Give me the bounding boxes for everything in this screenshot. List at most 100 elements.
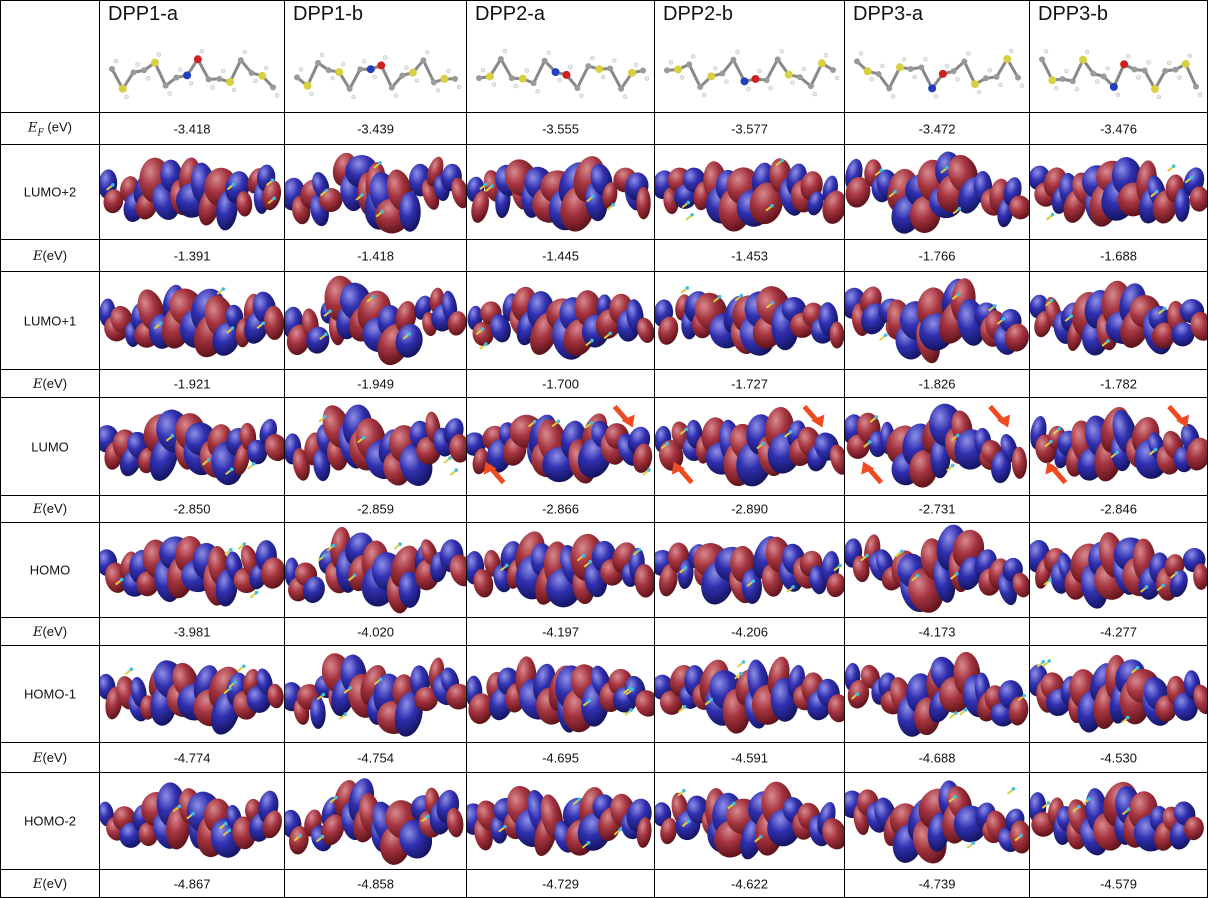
hydrogen (135, 62, 139, 66)
energy-value: -1.700 (467, 376, 654, 391)
atom (664, 67, 670, 73)
table-cell (655, 773, 845, 870)
hydrogen (275, 93, 279, 97)
column-header: DPP2-a (475, 3, 545, 26)
energy-value: -1.391 (100, 248, 284, 263)
table-cell: -1.700 (467, 370, 655, 398)
orbital-image (100, 773, 285, 870)
hydrogen (758, 69, 762, 73)
atom-stub (503, 825, 507, 829)
hydrogen (966, 51, 970, 55)
hydrogen (425, 50, 429, 54)
atom (377, 61, 385, 69)
atom (908, 66, 914, 72)
table-cell: HOMO-2 (0, 773, 100, 870)
unit: (eV) (42, 624, 67, 639)
atom (674, 65, 682, 73)
atom (130, 69, 136, 75)
atom (141, 67, 147, 73)
table-cell: -4.739 (845, 870, 1030, 898)
hydrogen (503, 49, 507, 53)
hydrogen (1198, 93, 1202, 97)
bond (479, 59, 643, 89)
energy-value: -4.173 (845, 624, 1029, 639)
table-cell: HOMO-1 (0, 646, 100, 743)
atom-stub (588, 699, 592, 703)
hydrogen (1054, 86, 1058, 90)
table-cell (467, 773, 655, 870)
table-cell: -3.476 (1030, 113, 1208, 145)
atom-stub (993, 304, 997, 308)
hydrogen (1167, 61, 1171, 65)
bond-stub (394, 545, 399, 549)
atom (1048, 76, 1056, 84)
energy-value: -1.453 (655, 248, 844, 263)
table-cell (655, 646, 845, 743)
atom (119, 85, 127, 93)
atom-stub (638, 548, 642, 552)
energy-value: -4.197 (467, 624, 654, 639)
atom (928, 84, 936, 92)
atom-stub (227, 829, 231, 833)
orbital-image (285, 272, 467, 370)
table-cell: -2.846 (1030, 496, 1208, 523)
table-cell: -1.453 (655, 240, 845, 272)
hydrogen (157, 53, 161, 57)
energy-value: -1.766 (845, 248, 1029, 263)
atom (409, 69, 417, 77)
atom-stub (1154, 448, 1158, 452)
atom-stub (261, 321, 265, 325)
atom-stub (1172, 164, 1176, 168)
atom (983, 75, 989, 81)
hydrogen (713, 66, 717, 70)
hydrogen (645, 77, 649, 81)
atom (270, 84, 276, 90)
energy-value: -1.727 (655, 376, 844, 391)
atom-stub (557, 419, 561, 423)
orbital-image (1030, 145, 1208, 240)
hydrogen (415, 79, 419, 83)
row-label: E(eV) (1, 750, 99, 766)
atom-stub (230, 467, 234, 471)
orbital-image (845, 773, 1030, 870)
hydrogen (923, 57, 927, 61)
molecule (100, 39, 285, 109)
energy-value: -4.754 (285, 750, 466, 765)
atom-stub (231, 326, 235, 330)
atom (315, 60, 321, 66)
orbital-image (467, 773, 655, 870)
row-label: E(eV) (1, 248, 99, 264)
atom (476, 75, 482, 81)
unit: (eV) (42, 501, 67, 516)
atom-stub (761, 442, 765, 446)
orbital-image (467, 646, 655, 743)
energy-value: -3.439 (285, 121, 466, 136)
atom (719, 71, 725, 77)
table-cell: -4.622 (655, 870, 845, 898)
orbital-image (845, 523, 1030, 618)
atom (509, 75, 515, 81)
atom-stub (957, 207, 961, 211)
hydrogen (612, 59, 616, 63)
bond-stub (950, 714, 955, 718)
hydrogen (211, 85, 215, 89)
hydrogen (769, 86, 773, 90)
orbital-image (100, 398, 285, 496)
hydrogen (1065, 69, 1069, 73)
table-cell: E(eV) (0, 496, 100, 523)
table-cell: -4.774 (100, 743, 285, 773)
hydrogen (824, 53, 828, 57)
atom-stub (685, 427, 689, 431)
table-cell: -4.688 (845, 743, 1030, 773)
orbital-image (285, 773, 467, 870)
bond-stub (248, 465, 253, 469)
table-cell (655, 398, 845, 496)
hydrogen (1075, 87, 1079, 91)
atom (971, 80, 979, 88)
atom-stub (243, 542, 247, 546)
table-cell: -4.173 (845, 618, 1030, 646)
hydrogen (200, 49, 204, 53)
table-cell: -1.921 (100, 370, 285, 398)
table-cell (285, 145, 467, 240)
table-cell (467, 646, 655, 743)
